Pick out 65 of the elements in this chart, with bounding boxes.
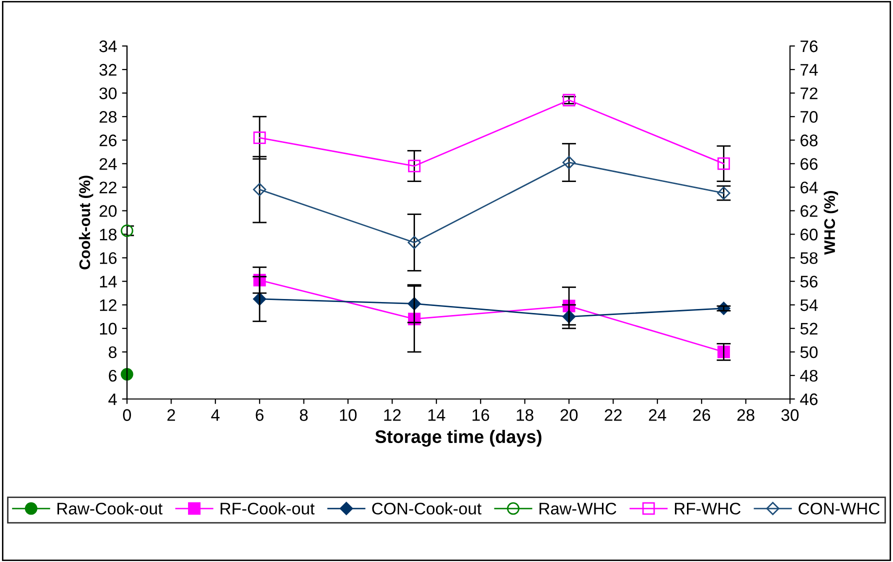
y-tick-label: 22 (100, 182, 116, 194)
x-tick-label: 0 (123, 409, 131, 421)
x-tick-label: 30 (781, 409, 799, 421)
y-tick-label: 32 (99, 64, 116, 76)
legend-label: RF-WHC (674, 502, 741, 515)
x-tick-label: 14 (428, 409, 446, 421)
point (408, 160, 421, 172)
y2-tick-label: 46 (800, 393, 818, 406)
y2-tick-label: 60 (800, 228, 818, 240)
x-tick-label: 20 (560, 409, 578, 421)
y2-tick-label: 52 (800, 322, 818, 335)
x-tick-label: 18 (516, 409, 534, 421)
y2-tick-label: 76 (800, 40, 818, 52)
x-tick-label: 16 (472, 409, 490, 421)
y2-tick-label: 58 (800, 252, 818, 264)
y2-tick-label: 48 (800, 370, 818, 382)
point (120, 368, 134, 381)
point (253, 132, 266, 144)
y2-tick-label: 68 (800, 134, 818, 146)
y-tick-label: 18 (100, 228, 117, 240)
legend-label: CON-WHC (798, 502, 880, 515)
y-tick-label: 16 (100, 252, 117, 264)
x-tick-label: 6 (256, 409, 264, 421)
point (562, 156, 576, 170)
y2-tick-label: 74 (800, 64, 818, 76)
y2-tick-label: 54 (800, 299, 818, 312)
x-tick-label: 26 (693, 409, 710, 421)
x-tick-label: 12 (384, 409, 401, 421)
x-tick-label: 24 (648, 409, 666, 421)
point (408, 236, 421, 250)
y-tick-label: 26 (100, 134, 117, 146)
y2-tick-label: 50 (800, 346, 818, 358)
y-tick-label: 12 (100, 299, 116, 311)
y-tick-label: 24 (100, 158, 117, 170)
x-tick-label: 4 (211, 409, 220, 421)
x-tick-label: 8 (300, 409, 308, 421)
y2-tick-label: 56 (800, 276, 818, 288)
y-tick-label: 4 (108, 394, 117, 406)
y-tick-label: 34 (99, 40, 117, 52)
point (120, 224, 134, 237)
y2-tick-label: 72 (800, 87, 818, 100)
y-tick-label: 20 (100, 205, 117, 217)
x-axis-title: Storage time (days) (375, 430, 542, 447)
y2-tick-label: 62 (800, 205, 818, 217)
point (717, 157, 730, 170)
legend-label: Raw-Cook-out (57, 502, 163, 515)
y-tick-label: 28 (100, 111, 117, 123)
y-tick-label: 14 (100, 276, 117, 288)
y-tick-label: 30 (99, 87, 117, 100)
legend-label: Raw-WHC (540, 502, 616, 515)
legend-label: CON-Cook-out (372, 502, 482, 515)
y-tick-label: 10 (100, 322, 117, 335)
y2-tick-label: 64 (800, 182, 818, 194)
y-tick-label: 6 (108, 370, 117, 382)
y-tick-label: 8 (108, 346, 117, 358)
y-axis-title: Cook-out (%) (78, 176, 94, 270)
y2-tick-label: 70 (800, 111, 818, 123)
y2-tick-label: 66 (800, 158, 818, 170)
x-tick-label: 22 (604, 409, 622, 421)
x-tick-label: 10 (340, 409, 357, 421)
y2-axis-title: WHC (%) (824, 191, 838, 255)
x-tick-label: 2 (167, 409, 175, 421)
x-tick-label: 28 (737, 409, 754, 421)
legend-label: RF-Cook-out (220, 502, 315, 515)
point (253, 182, 266, 196)
